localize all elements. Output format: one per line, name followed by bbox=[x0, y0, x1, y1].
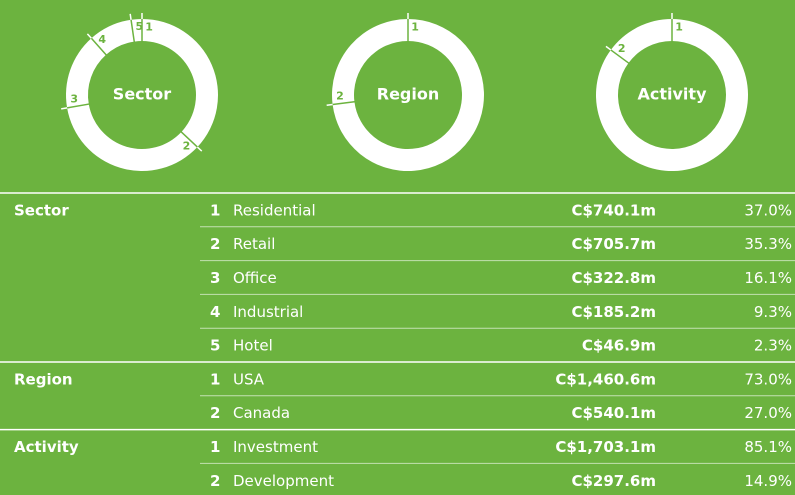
amount: C$46.9m bbox=[582, 337, 656, 355]
rank: 1 bbox=[210, 370, 220, 388]
segment-divider bbox=[180, 130, 198, 148]
segment-tick bbox=[129, 13, 132, 20]
segment-tick bbox=[86, 33, 92, 39]
amount: C$1,460.6m bbox=[555, 370, 656, 388]
rank: 2 bbox=[210, 235, 220, 253]
group-name: Sector bbox=[14, 201, 69, 219]
segment-tick bbox=[61, 107, 68, 110]
segment-label: 5 bbox=[135, 20, 143, 33]
item-name: USA bbox=[233, 370, 265, 388]
share: 9.3% bbox=[754, 303, 792, 321]
share: 27.0% bbox=[744, 404, 792, 422]
share: 16.1% bbox=[744, 269, 792, 287]
donut-segment bbox=[610, 19, 672, 63]
donut-segment bbox=[331, 19, 408, 105]
segment-label: 4 bbox=[98, 33, 106, 46]
rank: 2 bbox=[210, 472, 220, 490]
amount: C$740.1m bbox=[571, 201, 656, 219]
amount: C$1,703.1m bbox=[555, 438, 656, 456]
share: 2.3% bbox=[754, 337, 792, 355]
donut-title: Sector bbox=[113, 85, 172, 104]
share: 37.0% bbox=[744, 201, 792, 219]
donut-segment bbox=[142, 19, 218, 148]
share: 85.1% bbox=[744, 438, 792, 456]
amount: C$705.7m bbox=[571, 235, 656, 253]
item-name: Canada bbox=[233, 404, 290, 422]
donut-title: Activity bbox=[638, 85, 708, 104]
rank: 2 bbox=[210, 404, 220, 422]
segment-divider bbox=[90, 37, 108, 56]
segment-tick bbox=[196, 146, 203, 152]
item-name: Investment bbox=[233, 438, 318, 456]
group-name: Activity bbox=[14, 438, 79, 456]
share: 73.0% bbox=[744, 370, 792, 388]
segment-label: 1 bbox=[411, 20, 419, 33]
segment-label: 2 bbox=[618, 42, 626, 55]
segment-divider bbox=[66, 103, 90, 109]
segment-label: 1 bbox=[675, 20, 683, 33]
rank: 1 bbox=[210, 201, 220, 219]
rank: 4 bbox=[210, 303, 220, 321]
amount: C$297.6m bbox=[571, 472, 656, 490]
segment-tick bbox=[326, 103, 333, 107]
rank: 5 bbox=[210, 337, 220, 355]
amount: C$322.8m bbox=[571, 269, 656, 287]
segment-divider bbox=[332, 100, 356, 106]
donut-segment bbox=[66, 38, 107, 108]
donut-title: Region bbox=[377, 85, 440, 104]
item-name: Industrial bbox=[233, 303, 303, 321]
amount: C$185.2m bbox=[571, 303, 656, 321]
share: 14.9% bbox=[744, 472, 792, 490]
segment-label: 3 bbox=[70, 92, 78, 105]
segment-divider bbox=[610, 49, 630, 65]
item-name: Residential bbox=[233, 201, 316, 219]
segment-label: 2 bbox=[336, 89, 344, 102]
amount: C$540.1m bbox=[571, 404, 656, 422]
donut-segment bbox=[67, 104, 198, 172]
rank: 1 bbox=[210, 438, 220, 456]
item-name: Hotel bbox=[233, 337, 273, 355]
item-name: Retail bbox=[233, 235, 275, 253]
item-name: Development bbox=[233, 472, 334, 490]
group-name: Region bbox=[14, 370, 73, 388]
donut-segment bbox=[91, 19, 135, 55]
item-name: Office bbox=[233, 269, 277, 287]
segment-tick bbox=[605, 45, 612, 51]
segment-label: 2 bbox=[183, 139, 191, 152]
segment-label: 1 bbox=[145, 20, 153, 33]
share: 35.3% bbox=[744, 235, 792, 253]
segment-divider bbox=[130, 19, 136, 43]
rank: 3 bbox=[210, 269, 220, 287]
